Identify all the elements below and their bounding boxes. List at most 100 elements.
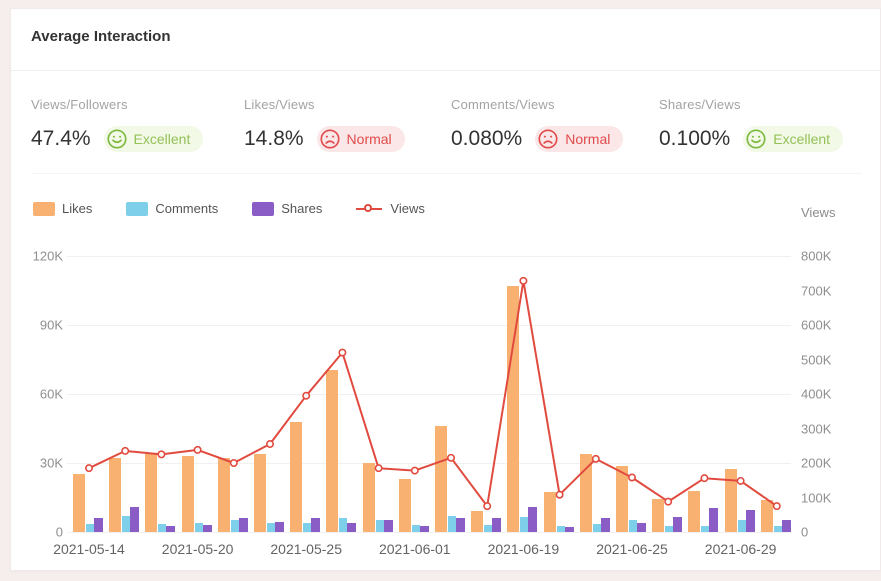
right-axis-tick: 700K: [801, 283, 832, 298]
left-axis-tick: 0: [55, 524, 63, 540]
bar-comments[interactable]: [195, 523, 203, 532]
bar-likes[interactable]: [616, 466, 628, 532]
views-point[interactable]: [121, 446, 130, 455]
bar-shares[interactable]: [166, 526, 175, 532]
bar-comments[interactable]: [231, 520, 239, 532]
bar-shares[interactable]: [347, 523, 356, 532]
bar-likes[interactable]: [326, 370, 338, 532]
bar-comments[interactable]: [339, 518, 347, 532]
left-axis-tick: 120K: [32, 248, 63, 264]
bar-likes[interactable]: [507, 286, 519, 532]
bar-likes[interactable]: [725, 469, 737, 532]
views-point[interactable]: [736, 476, 745, 485]
bar-likes[interactable]: [580, 454, 592, 532]
bar-comments[interactable]: [86, 524, 94, 532]
bar-likes[interactable]: [109, 458, 121, 532]
bar-shares[interactable]: [239, 518, 248, 532]
bar-shares[interactable]: [782, 520, 791, 532]
bar-comments[interactable]: [593, 524, 601, 532]
bar-shares[interactable]: [275, 522, 284, 532]
bar-likes[interactable]: [218, 458, 230, 532]
views-point[interactable]: [591, 454, 600, 463]
views-point[interactable]: [483, 502, 492, 511]
bar-likes[interactable]: [399, 479, 411, 532]
views-point[interactable]: [446, 453, 455, 462]
x-axis-label: 2021-05-14: [53, 541, 125, 557]
header-divider: [11, 70, 880, 71]
bar-comments[interactable]: [520, 517, 528, 532]
bar-likes[interactable]: [254, 454, 266, 532]
bar-likes[interactable]: [290, 422, 302, 532]
metric-views-followers: Views/Followers 47.4% Excellent: [31, 97, 204, 152]
bar-shares[interactable]: [601, 518, 610, 532]
bar-likes[interactable]: [544, 492, 556, 532]
bar-comments[interactable]: [484, 525, 492, 532]
metric-label: Views/Followers: [31, 97, 128, 112]
interaction-chart: 0 30K 60K 90K 120K 0 100K 200K 300K 400K 500K 600K 7…: [11, 9, 881, 572]
views-point[interactable]: [664, 497, 673, 506]
bar-shares[interactable]: [456, 518, 465, 532]
bar-shares[interactable]: [94, 518, 103, 532]
bar-shares[interactable]: [130, 507, 139, 532]
bar-shares[interactable]: [673, 517, 682, 532]
bar-likes[interactable]: [652, 499, 664, 532]
legend-item-comments[interactable]: Comments: [126, 201, 218, 216]
bar-likes[interactable]: [471, 511, 483, 532]
bar-comments[interactable]: [665, 526, 673, 532]
bar-shares[interactable]: [746, 510, 755, 532]
views-point[interactable]: [374, 464, 383, 473]
bar-comments[interactable]: [158, 524, 166, 532]
views-point[interactable]: [157, 450, 166, 459]
legend-item-views[interactable]: Views: [356, 201, 425, 216]
bar-shares[interactable]: [709, 508, 718, 532]
views-point[interactable]: [410, 466, 419, 475]
views-line-marker-icon: [356, 202, 383, 216]
bar-comments[interactable]: [774, 526, 782, 532]
bar-comments[interactable]: [701, 526, 709, 532]
bar-comments[interactable]: [122, 516, 130, 532]
views-point[interactable]: [266, 440, 275, 449]
views-point[interactable]: [700, 474, 709, 483]
legend-item-likes[interactable]: Likes: [33, 201, 92, 216]
bar-comments[interactable]: [629, 520, 637, 532]
gridline: [67, 394, 791, 395]
bar-comments[interactable]: [738, 520, 746, 532]
views-point[interactable]: [193, 445, 202, 454]
bar-shares[interactable]: [492, 518, 501, 532]
views-point[interactable]: [772, 502, 781, 511]
views-point[interactable]: [338, 348, 347, 357]
bar-comments[interactable]: [303, 523, 311, 532]
bar-likes[interactable]: [761, 500, 773, 532]
bar-likes[interactable]: [182, 456, 194, 532]
bar-shares[interactable]: [637, 523, 646, 532]
bar-likes[interactable]: [363, 463, 375, 532]
bar-comments[interactable]: [412, 525, 420, 532]
bar-comments[interactable]: [448, 516, 456, 532]
x-axis-label: 2021-06-29: [704, 541, 777, 557]
views-point[interactable]: [519, 276, 528, 285]
bar-shares[interactable]: [528, 507, 537, 532]
metric-value: 0.080%: [451, 127, 523, 150]
bar-comments[interactable]: [376, 520, 384, 532]
views-point[interactable]: [85, 464, 94, 473]
bar-shares[interactable]: [420, 526, 429, 532]
bar-shares[interactable]: [311, 518, 320, 532]
bar-likes[interactable]: [145, 454, 157, 532]
views-point[interactable]: [555, 490, 564, 499]
right-axis-tick: 0: [801, 524, 809, 540]
bar-shares[interactable]: [203, 525, 212, 532]
legend-item-shares[interactable]: Shares: [252, 201, 322, 216]
views-point[interactable]: [302, 391, 311, 400]
x-axis-label: 2021-06-01: [378, 541, 451, 557]
bar-comments[interactable]: [267, 523, 275, 532]
bar-likes[interactable]: [688, 491, 700, 532]
bar-likes[interactable]: [435, 426, 447, 532]
bar-comments[interactable]: [557, 526, 565, 532]
bar-shares[interactable]: [384, 520, 393, 532]
bar-shares[interactable]: [565, 527, 574, 532]
bar-likes[interactable]: [73, 474, 85, 532]
left-axis-tick: 30K: [39, 455, 63, 471]
views-point[interactable]: [627, 473, 636, 482]
gridline: [67, 463, 791, 464]
views-point[interactable]: [229, 458, 238, 467]
